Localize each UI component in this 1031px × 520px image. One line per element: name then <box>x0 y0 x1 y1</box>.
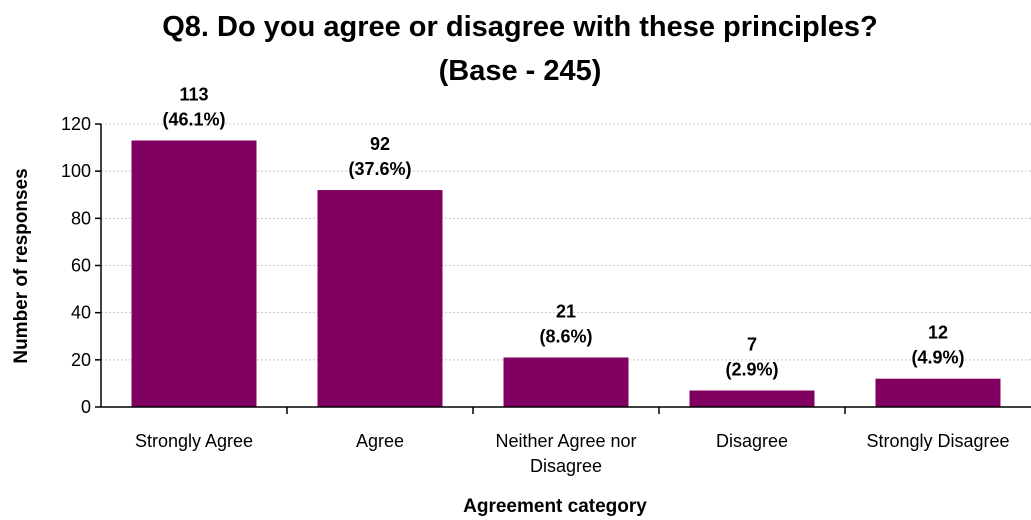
axes <box>95 123 1031 414</box>
bars <box>131 140 1001 407</box>
data-label-percent: (2.9%) <box>725 359 778 379</box>
data-label-percent: (46.1%) <box>162 110 225 130</box>
bar <box>317 190 443 407</box>
x-category-label: Strongly Agree <box>135 431 253 451</box>
chart-title-line-2: (Base - 245) <box>439 55 602 87</box>
y-tick-label: 120 <box>61 114 91 134</box>
data-label-percent: (8.6%) <box>539 326 592 346</box>
x-category-label: Disagree <box>530 456 602 476</box>
data-label-value: 7 <box>747 334 757 354</box>
bar <box>689 390 815 407</box>
y-tick-label: 60 <box>71 256 91 276</box>
bar <box>875 378 1001 407</box>
y-tick-label: 80 <box>71 208 91 228</box>
y-tick-labels: 0 20 40 60 80 100 120 <box>61 114 91 417</box>
x-category-label: Disagree <box>716 431 788 451</box>
y-tick-label: 0 <box>81 397 91 417</box>
data-label-value: 92 <box>370 134 390 154</box>
y-tick-label: 100 <box>61 161 91 181</box>
y-tick-label: 40 <box>71 303 91 323</box>
data-labels: 113 (46.1%) 92 (37.6%) 21 (8.6%) 7 (2.9%) 12 (4.9… <box>162 85 964 380</box>
data-label-value: 113 <box>179 85 208 105</box>
data-label-value: 12 <box>928 323 948 343</box>
x-category-label: Agree <box>356 431 404 451</box>
data-label-value: 21 <box>556 301 576 321</box>
chart-title-line-1: Q8. Do you agree or disagree with these … <box>162 11 878 43</box>
bar <box>503 357 629 407</box>
y-axis-title: Number of responses <box>11 168 32 363</box>
x-category-labels: Strongly Agree Agree Neither Agree nor Disa… <box>135 431 1010 476</box>
x-axis-title: Agreement category <box>463 496 647 517</box>
bar <box>131 140 257 407</box>
x-category-label: Neither Agree nor <box>495 431 636 451</box>
x-category-label: Strongly Disagree <box>866 431 1009 451</box>
data-label-percent: (37.6%) <box>348 159 411 179</box>
y-tick-label: 20 <box>71 350 91 370</box>
data-label-percent: (4.9%) <box>911 348 964 368</box>
